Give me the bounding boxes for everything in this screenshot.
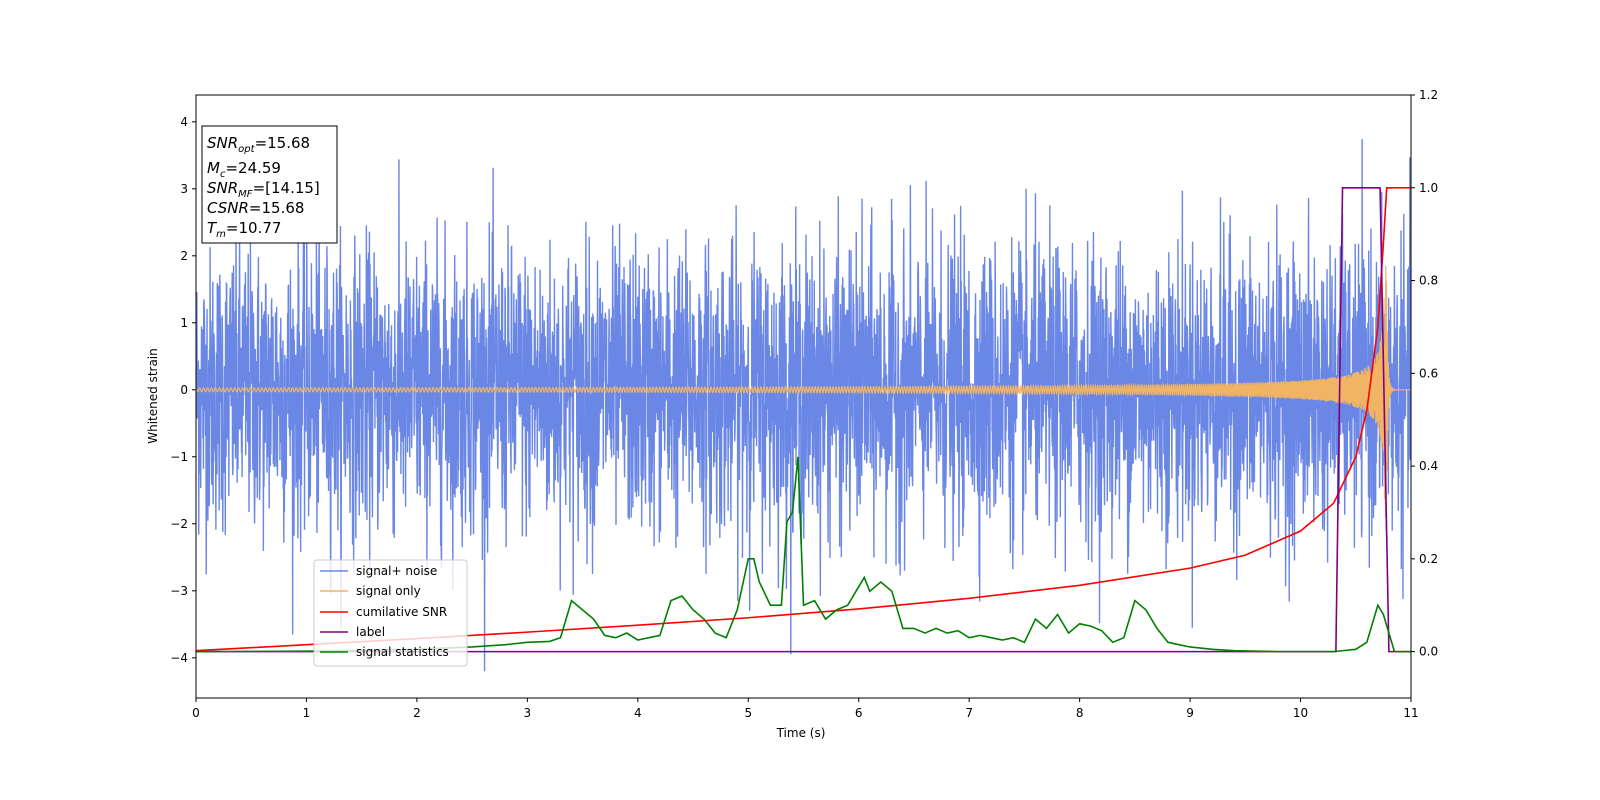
legend: signal+ noise signal only cumilative SNR… [313,559,468,667]
y2-tick-label: 0.6 [1419,366,1438,380]
x-tick-label: 2 [413,706,421,720]
x-tick-label: 0 [192,706,200,720]
legend-label-signal-statistics: signal statistics [356,645,449,659]
legend-label-label: label [356,625,385,639]
x-tick-label: 7 [965,706,973,720]
info-box-frame [201,125,338,244]
y2-tick-label: 1.0 [1419,181,1438,195]
y-tick-label: −3 [170,584,188,598]
x-axis-label: Time (s) [776,726,826,740]
legend-label-signal-only: signal only [356,584,421,598]
y-tick-label: 2 [180,249,188,263]
y-tick-label: 1 [180,316,188,330]
x-tick-label: 5 [744,706,752,720]
y2-tick-label: 0.2 [1419,552,1438,566]
y-axis-label: Whitened strain [146,348,160,444]
plot-frame [195,94,1412,699]
info-mc: Mc=24.59 [207,159,281,180]
info-csnr: CSNR=15.68 [207,199,304,217]
x-tick-label: 8 [1076,706,1084,720]
x-tick-label: 3 [524,706,532,720]
x-tick-label: 6 [855,706,863,720]
series-signal-statistics [196,456,1411,653]
info-box: SNRopt=15.68 Mc=24.59 SNRMF=[14.15] CSNR… [201,125,338,244]
y-tick-label: −4 [170,651,188,665]
y-tick-label: −1 [170,450,188,464]
x-tick-label: 10 [1293,706,1308,720]
series-signal-only [196,265,1411,531]
info-snr-opt: SNRopt=15.68 [207,134,310,155]
y2-tick-label: 0.0 [1419,645,1438,659]
y-tick-label: 4 [180,115,188,129]
x-tick-label: 11 [1403,706,1418,720]
legend-frame [313,559,468,667]
y2-tick-label: 1.2 [1419,88,1438,102]
series-cumulative-snr [196,186,1411,652]
y-tick-label: 3 [180,182,188,196]
legend-label-signal-noise: signal+ noise [356,564,437,578]
series-label [196,186,1411,653]
info-snr-mf: SNRMF=[14.15] [207,179,320,200]
x-tick-label: 4 [634,706,642,720]
x-tick-label: 1 [303,706,311,720]
y2-tick-label: 0.8 [1419,274,1438,288]
y-tick-label: 0 [180,383,188,397]
legend-label-cumulative-snr: cumilative SNR [356,605,447,619]
x-tick-label: 9 [1186,706,1194,720]
y2-tick-label: 0.4 [1419,459,1438,473]
info-tm: Tm=10.77 [207,219,281,240]
series-layer [196,139,1411,672]
y-tick-label: −2 [170,517,188,531]
axes-layer: 0 1 2 3 4 5 6 7 8 9 10 11 −4 −3 −2 −1 0 1 2 3 4 0.0 0.2 0.4 0.6 0… [170,88,1438,720]
